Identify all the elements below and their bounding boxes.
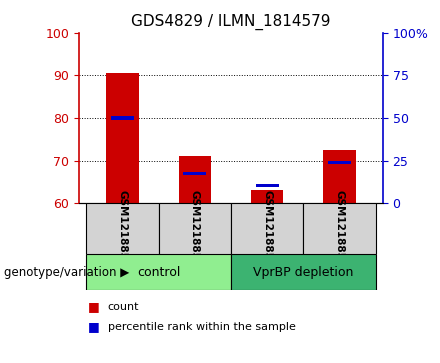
Text: ■: ■: [88, 320, 100, 333]
Bar: [86, 254, 231, 290]
Text: GSM1218854: GSM1218854: [190, 190, 200, 267]
Text: ■: ■: [88, 300, 100, 313]
Bar: [303, 203, 376, 254]
Bar: [328, 161, 351, 164]
Bar: [86, 203, 159, 254]
Text: VprBP depletion: VprBP depletion: [253, 266, 353, 279]
Bar: [231, 203, 303, 254]
Text: GSM1218855: GSM1218855: [334, 190, 345, 267]
Text: GSM1218852: GSM1218852: [117, 190, 128, 267]
Text: control: control: [137, 266, 180, 279]
Text: percentile rank within the sample: percentile rank within the sample: [108, 322, 296, 332]
Bar: [183, 172, 206, 175]
Bar: [251, 189, 283, 203]
Bar: [106, 73, 139, 203]
Bar: [179, 156, 211, 203]
Text: genotype/variation ▶: genotype/variation ▶: [4, 266, 130, 279]
Title: GDS4829 / ILMN_1814579: GDS4829 / ILMN_1814579: [131, 14, 331, 30]
Text: count: count: [108, 302, 139, 312]
Bar: [323, 150, 356, 203]
Bar: [159, 203, 231, 254]
Bar: [231, 254, 376, 290]
Bar: [256, 184, 279, 187]
Text: GSM1218853: GSM1218853: [262, 190, 272, 267]
Bar: [111, 116, 134, 120]
